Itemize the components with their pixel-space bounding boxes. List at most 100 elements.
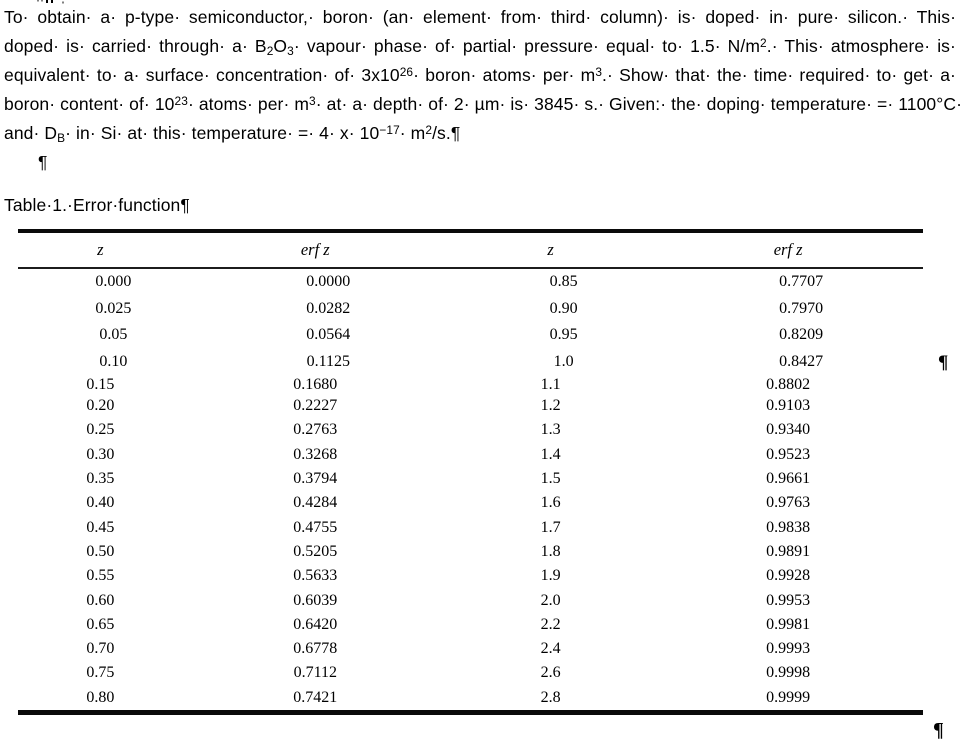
table-cell: 0.9891 [766,542,811,560]
table-cell: 0.85 [549,273,578,291]
table-cell: 0.55 [86,567,115,585]
table-cell: 0.20 [86,397,115,415]
table-row: 0.025 0.0282 0.90 0.7970 [31,296,936,323]
table-cell: 0.30 [86,445,115,463]
table-row: 0.15 0.1680 1.1 0.8802 [18,375,923,394]
table-cell: 0.6039 [293,591,338,609]
header-cell-z-right: z [547,240,554,259]
header-cell-z-left: z [97,240,104,259]
table-cell: 0.1125 [306,352,350,370]
table-cell: 0.0000 [306,273,351,291]
table-cell: 0.80 [86,688,115,706]
table-cell: 0.3268 [293,445,338,463]
table-cell: 0.9340 [766,421,811,439]
table-cell: 1.7 [540,518,561,536]
table-cell: 0.15 [86,375,115,393]
table-cell: 1.3 [540,421,561,439]
table-row: 0.65 0.6420 2.2 0.9981 [18,613,923,637]
table-cell: 0.7421 [293,688,338,706]
table-cell: 2.4 [540,640,561,658]
pilcrow-mark-bottom: ¶ [933,719,944,741]
table-cell: 0.5205 [293,542,338,560]
table-cell: 0.90 [549,299,578,317]
table-cell: 1.0 [553,352,574,370]
table-cell: 0.25 [86,421,115,439]
table-cell: 0.9928 [766,567,811,585]
paragraph-line: boron· content· of· 1023· atoms· per· m3… [4,94,963,114]
table-cell: 0.7707 [779,273,824,291]
table-cell: 1.1 [540,375,561,393]
table-cell: 0.9523 [766,445,811,463]
table-cell: 0.05 [99,326,128,344]
table-row: 0.40 0.4284 1.6 0.9763 [18,491,923,515]
paragraph-line: and· DB· in· Si· at· this· temperature· … [4,123,461,145]
table-cell: 0.65 [86,615,115,633]
paragraph-line: equivalent· to· a· surface· concentratio… [4,65,956,85]
header-cell-erfz-left: erf z [300,240,330,259]
table-header-row: z erf z z erf z [18,233,923,269]
table-cell: 2.8 [540,688,561,706]
error-function-table: z erf z z erf z 0.000 0.0000 0.85 0.7707 0.0… [18,229,923,715]
table-row: 0.55 0.5633 1.9 0.9928 [18,564,923,588]
table-cell: 2.0 [540,591,561,609]
table-row: 0.60 0.6039 2.0 0.9953 [18,588,923,612]
table-cell: 0.8209 [779,326,824,344]
table-cell: 0.8427 [779,352,824,370]
table-cell: 0.9661 [766,470,811,488]
table-cell: 1.6 [540,494,561,512]
table-row: 0.80 0.7421 2.8 0.9999 [18,686,923,710]
table-cell: 0.70 [86,640,115,658]
table-cell: 0.000 [95,273,132,291]
table-cell: 2.2 [540,615,561,633]
table-row: 0.000 0.0000 0.85 0.7707 [31,269,936,296]
table-cell: 0.025 [95,299,132,317]
table-cell: 0.75 [86,664,115,682]
table-cell: 1.9 [540,567,561,585]
table-cell: 0.0564 [306,326,351,344]
table-caption: Table·1.·Error·function¶ [4,195,190,215]
table-cell: 0.0282 [306,299,351,317]
table-cell: 0.9763 [766,494,811,512]
table-row: 0.45 0.4755 1.7 0.9838 [18,515,923,539]
table-cell: 0.2227 [293,397,338,415]
table-row: 0.70 0.6778 2.4 0.9993 [18,637,923,661]
table-row: 0.10 0.1125 1.0 0.8427 [31,349,936,376]
table-cell: 0.6420 [293,615,338,633]
table-cell: 2.6 [540,664,561,682]
table-cell: 0.6778 [293,640,338,658]
table-row: 0.30 0.3268 1.4 0.9523 [18,443,923,467]
pilcrow-mark-mid: ¶ [938,352,949,373]
table-cell: 0.2763 [293,421,338,439]
table-cell: 0.8802 [766,375,811,393]
table-cell: 0.1680 [293,375,338,393]
table-row: 0.25 0.2763 1.3 0.9340 [18,418,923,442]
table-row: 0.50 0.5205 1.8 0.9891 [18,540,923,564]
table-cell: 0.7112 [293,664,337,682]
table-cell: 1.5 [540,470,561,488]
table-cell: 0.9999 [766,688,811,706]
table-cell: 0.10 [99,352,128,370]
table-row: 0.05 0.0564 0.95 0.8209 [31,322,936,349]
empty-paragraph-mark: ¶ [38,152,48,172]
problem-paragraph: To· obtain· a· p-type· semiconductor,· b… [4,3,963,177]
table-cell: 0.60 [86,591,115,609]
table-cell: 0.9838 [766,518,811,536]
table-cell: 0.9981 [766,615,811,633]
table-cell: 0.40 [86,494,115,512]
table-cell: 0.9993 [766,640,811,658]
table-cell: 0.7970 [779,299,824,317]
table-body-lower: 0.15 0.1680 1.1 0.8802 0.20 0.2227 1.2 0.9103 0.… [18,375,923,710]
paragraph-line: doped· is· carried· through· a· B2O3· va… [4,36,956,58]
table-row: 0.20 0.2227 1.2 0.9103 [18,394,923,418]
table-cell: 0.5633 [293,567,338,585]
clipped-text-fragment [46,0,48,3]
paragraph-line: To· obtain· a· p-type· semiconductor,· b… [4,7,956,27]
table-row: 0.75 0.7112 2.6 0.9998 [18,661,923,685]
table-cell: 0.4755 [293,518,338,536]
table-cell: 1.8 [540,542,561,560]
table-cell: 0.4284 [293,494,338,512]
table-body-upper: 0.000 0.0000 0.85 0.7707 0.025 0.0282 0.90 0.79… [18,269,923,375]
table-cell: 1.4 [540,445,561,463]
table-cell: 0.9953 [766,591,811,609]
